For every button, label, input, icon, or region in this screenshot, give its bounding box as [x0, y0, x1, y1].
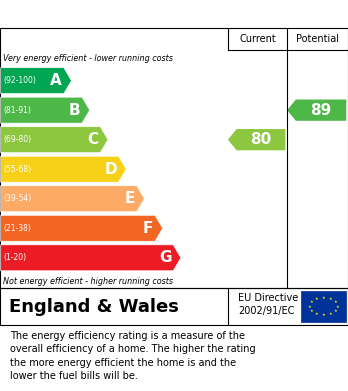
- Polygon shape: [1, 127, 108, 152]
- Text: ★: ★: [315, 312, 319, 316]
- Text: (55-68): (55-68): [3, 165, 32, 174]
- Text: The energy efficiency rating is a measure of the
overall efficiency of a home. T: The energy efficiency rating is a measur…: [10, 330, 256, 381]
- Text: ★: ★: [329, 297, 332, 301]
- Text: (21-38): (21-38): [3, 224, 31, 233]
- Text: C: C: [87, 132, 98, 147]
- Text: E: E: [125, 191, 135, 206]
- Text: (81-91): (81-91): [3, 106, 31, 115]
- Text: ★: ★: [310, 309, 314, 313]
- Polygon shape: [1, 97, 90, 123]
- Polygon shape: [1, 68, 71, 93]
- Text: (69-80): (69-80): [3, 135, 32, 144]
- Text: ★: ★: [322, 296, 325, 300]
- Text: Not energy efficient - higher running costs: Not energy efficient - higher running co…: [3, 277, 174, 286]
- Text: ★: ★: [333, 309, 337, 313]
- Text: ★: ★: [310, 300, 314, 304]
- Text: (1-20): (1-20): [3, 253, 26, 262]
- Text: (92-100): (92-100): [3, 76, 36, 85]
- Text: B: B: [69, 103, 80, 118]
- Polygon shape: [1, 156, 126, 182]
- Text: (39-54): (39-54): [3, 194, 32, 203]
- Text: ★: ★: [329, 312, 332, 316]
- Text: ★: ★: [333, 300, 337, 304]
- Text: ★: ★: [308, 305, 312, 309]
- Polygon shape: [1, 186, 144, 212]
- Text: 80: 80: [250, 132, 272, 147]
- Text: A: A: [50, 73, 62, 88]
- Text: ★: ★: [335, 305, 339, 309]
- Text: G: G: [159, 250, 172, 265]
- Text: EU Directive
2002/91/EC: EU Directive 2002/91/EC: [238, 293, 299, 316]
- Text: 89: 89: [310, 103, 332, 118]
- Text: ★: ★: [315, 297, 319, 301]
- Text: D: D: [104, 162, 117, 177]
- Polygon shape: [1, 215, 163, 241]
- Polygon shape: [1, 245, 181, 271]
- Text: Current: Current: [239, 34, 276, 44]
- Text: Very energy efficient - lower running costs: Very energy efficient - lower running co…: [3, 54, 173, 63]
- Text: ★: ★: [322, 314, 325, 317]
- Text: England & Wales: England & Wales: [9, 298, 179, 316]
- Bar: [301, 291, 346, 322]
- Text: Energy Efficiency Rating: Energy Efficiency Rating: [10, 7, 220, 22]
- Text: Potential: Potential: [296, 34, 339, 44]
- Polygon shape: [228, 129, 285, 150]
- Polygon shape: [287, 100, 346, 121]
- Text: F: F: [143, 221, 153, 236]
